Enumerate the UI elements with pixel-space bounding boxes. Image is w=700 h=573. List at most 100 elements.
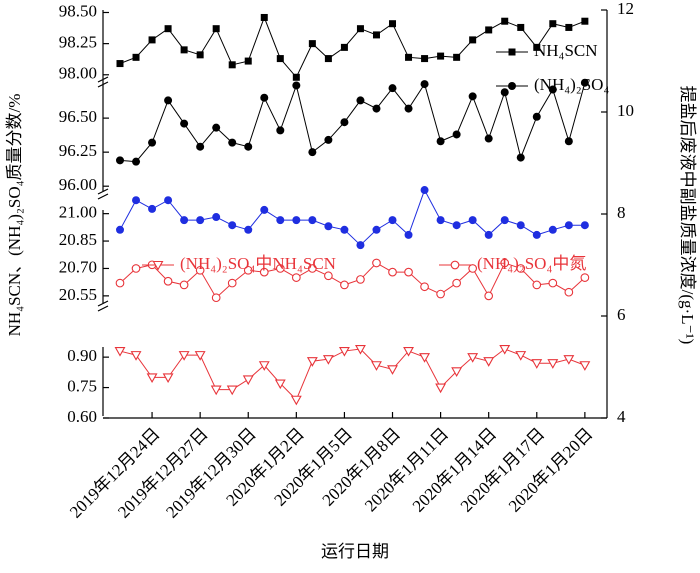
data-point	[274, 379, 286, 390]
data-point	[548, 85, 557, 94]
data-point	[500, 88, 509, 97]
data-point	[564, 137, 573, 146]
data-point	[163, 276, 173, 286]
data-point	[148, 204, 157, 213]
data-point	[484, 291, 494, 301]
axis-break	[97, 305, 109, 312]
data-point	[275, 264, 285, 273]
y2-tick-label: 6	[617, 305, 626, 324]
legend-marker	[508, 48, 516, 56]
data-point	[210, 385, 222, 396]
data-point	[244, 142, 253, 151]
data-point	[196, 142, 205, 151]
data-point	[517, 23, 525, 31]
data-point	[403, 347, 414, 357]
x-tick-label: 2020年1月17日	[457, 424, 549, 516]
data-point	[196, 216, 205, 225]
data-point	[243, 265, 253, 275]
axis-break	[97, 188, 109, 195]
data-point	[228, 221, 237, 230]
data-point	[258, 361, 270, 371]
data-point	[452, 278, 461, 288]
data-point	[194, 351, 206, 361]
data-point	[132, 157, 141, 166]
data-point	[452, 221, 461, 230]
data-point	[469, 36, 477, 44]
data-point	[338, 347, 350, 357]
data-point	[372, 225, 381, 234]
data-point	[532, 112, 541, 121]
data-point	[580, 78, 589, 87]
data-point	[500, 258, 510, 268]
data-point	[484, 134, 493, 143]
y-tick-label: 96.25	[59, 141, 97, 160]
data-point	[276, 216, 285, 225]
data-point	[130, 351, 142, 361]
data-point	[131, 264, 141, 273]
data-point	[164, 196, 173, 205]
data-point	[276, 55, 284, 63]
series-line	[119, 16, 586, 79]
data-point	[355, 344, 366, 355]
data-point	[260, 93, 269, 102]
data-point	[228, 61, 236, 69]
data-point	[308, 148, 317, 157]
data-point	[308, 264, 317, 273]
data-point	[356, 96, 365, 105]
data-point	[372, 258, 381, 268]
data-point	[179, 280, 189, 290]
y-tick-label: 98.25	[59, 33, 97, 52]
data-point	[212, 123, 221, 132]
data-point	[547, 359, 559, 369]
data-point	[435, 383, 447, 394]
data-point	[387, 365, 398, 375]
data-point	[292, 73, 300, 81]
data-point	[532, 230, 541, 239]
data-point	[468, 216, 477, 225]
data-point	[322, 355, 334, 365]
legend-label: (NH₄)₂SO₄	[534, 75, 609, 94]
data-point	[404, 104, 413, 113]
data-point	[242, 375, 254, 386]
data-point	[484, 230, 493, 239]
data-point	[132, 196, 141, 205]
data-point	[356, 241, 365, 250]
data-point	[324, 55, 332, 63]
data-point	[436, 137, 445, 146]
data-point	[483, 357, 495, 367]
y-tick-label: 96.50	[59, 107, 97, 126]
data-point	[212, 25, 220, 33]
data-point	[564, 221, 573, 230]
data-point	[372, 104, 381, 113]
data-point	[228, 138, 237, 147]
data-point	[404, 267, 413, 277]
axis-break	[97, 193, 109, 200]
data-point	[436, 216, 445, 225]
data-point	[436, 289, 445, 299]
data-point	[421, 55, 429, 63]
data-point	[324, 222, 333, 231]
data-point	[356, 25, 364, 33]
axis-break	[97, 300, 109, 307]
data-point	[565, 23, 573, 31]
data-point	[500, 216, 509, 225]
data-point	[453, 53, 461, 61]
data-point	[212, 213, 221, 222]
y-tick-label: 0.75	[67, 376, 97, 395]
series-line	[119, 348, 586, 401]
data-point	[340, 118, 349, 127]
legend-marker	[152, 260, 164, 271]
data-point	[499, 344, 511, 355]
y-tick-label: 98.00	[59, 64, 97, 83]
data-point	[324, 135, 333, 144]
data-point	[468, 264, 478, 273]
x-tick-label: 2020年1月14日	[409, 424, 501, 516]
data-point	[516, 221, 525, 230]
data-point	[164, 25, 172, 33]
y2-tick-label: 12	[617, 0, 634, 18]
data-point	[178, 351, 190, 361]
data-point	[548, 225, 557, 234]
data-point	[116, 156, 124, 165]
y-tick-label: 20.70	[59, 257, 97, 276]
